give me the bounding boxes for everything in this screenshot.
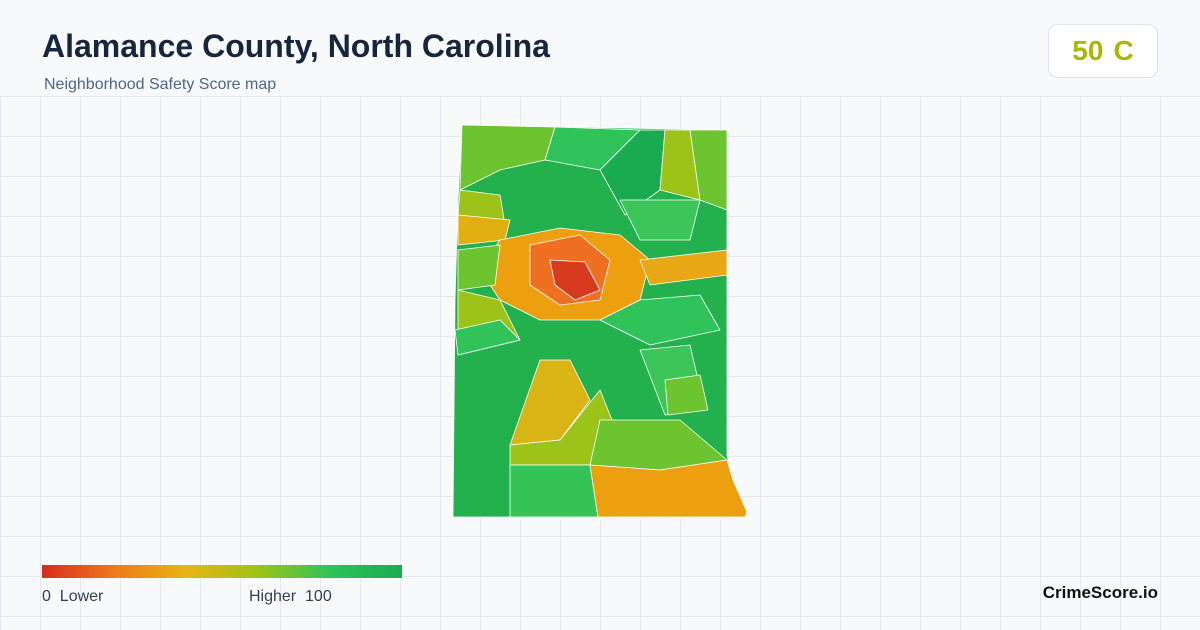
subtitle: Neighborhood Safety Score map — [44, 76, 277, 93]
legend-max: 100 — [305, 588, 332, 605]
title: Alamance County, North Carolina — [42, 28, 550, 64]
legend-max-group: Higher 100 — [249, 588, 332, 606]
score-badge: 50 C — [1048, 24, 1158, 78]
header: Alamance County, North Carolina Neighbor… — [0, 0, 1200, 97]
score-grade: C — [1113, 35, 1134, 66]
legend-max-label: Higher — [249, 588, 297, 605]
legend-gradient — [42, 565, 402, 578]
legend-min-group: 0 Lower — [42, 588, 103, 606]
score-value: 50 — [1072, 35, 1104, 66]
legend-min-label: Lower — [59, 588, 104, 605]
legend-min: 0 — [42, 588, 51, 605]
brand: CrimeScore.io — [1042, 583, 1158, 602]
